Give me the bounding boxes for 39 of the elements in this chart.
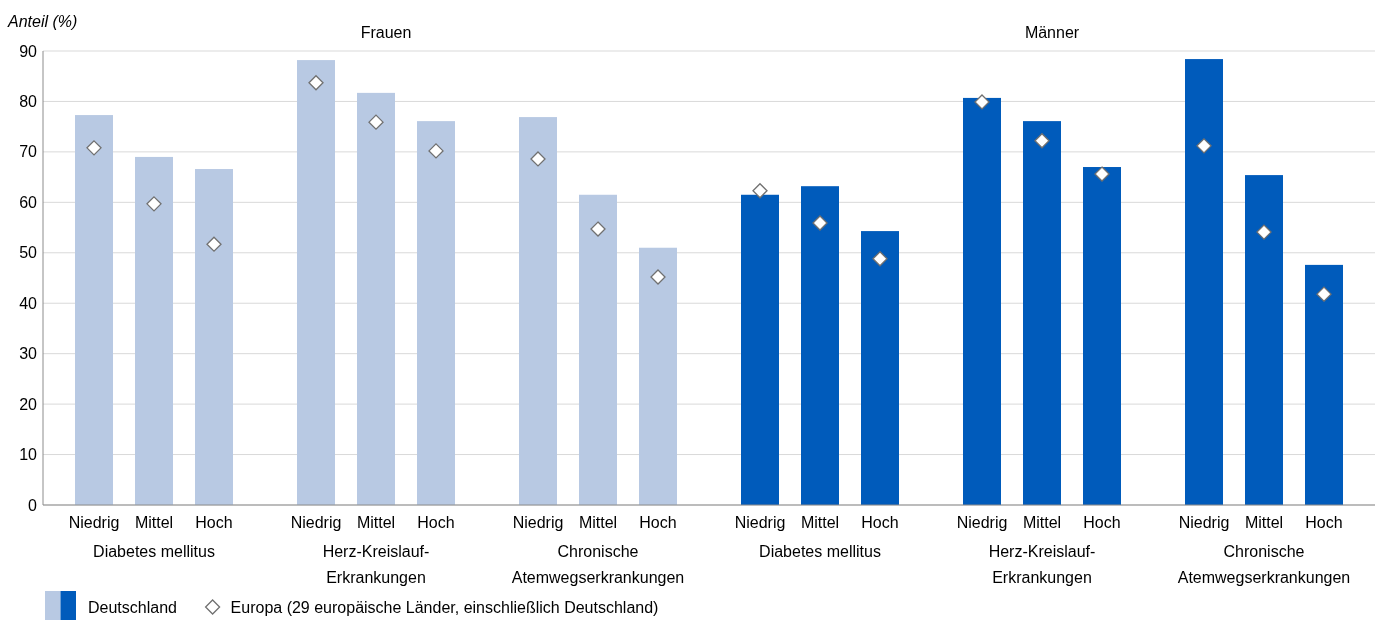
- y-tick-label: 70: [19, 143, 38, 161]
- x-tick-label: Hoch: [639, 514, 677, 531]
- x-tick-label: Hoch: [1305, 514, 1343, 531]
- y-axis-title: Anteil (%): [7, 13, 78, 30]
- y-tick-label: 0: [28, 496, 38, 514]
- x-tick-label: Mittel: [1244, 514, 1284, 531]
- y-tick-label: 80: [19, 93, 38, 111]
- y-tick-label: 60: [19, 193, 38, 211]
- x-tick-label: Hoch: [1083, 514, 1121, 531]
- text: Diabetes mellitus: [759, 543, 881, 560]
- legend-label: Europa (29 europäische Länder, einschließlich Deutschland): [230, 598, 659, 616]
- y-tick-label: 40: [19, 294, 38, 312]
- text: Chronische Atemwegserkrankungen: [1177, 543, 1351, 586]
- x-tick-label: Niedrig: [1178, 514, 1230, 531]
- x-tick-label: Mittel: [578, 514, 618, 531]
- x-tick-label: Mittel: [800, 514, 840, 531]
- x-tick-label: Niedrig: [68, 514, 120, 531]
- x-tick-label: Hoch: [195, 514, 233, 531]
- x-tick-label: Niedrig: [290, 514, 342, 531]
- x-tick-label: Mittel: [356, 514, 396, 531]
- y-tick-label: 20: [19, 395, 38, 413]
- legend-label: Deutschland: [88, 598, 177, 616]
- x-tick-label: Hoch: [417, 514, 455, 531]
- text: Herz-Kreislauf-Erkrankungen: [322, 543, 430, 586]
- y-tick-label: 90: [19, 42, 38, 60]
- x-tick-label: Niedrig: [734, 514, 786, 531]
- y-tick-label: 30: [19, 345, 38, 363]
- x-tick-label: Mittel: [134, 514, 174, 531]
- chart-title: Männer: [1024, 24, 1080, 41]
- x-tick-label: Hoch: [861, 514, 899, 531]
- x-tick-label: Niedrig: [956, 514, 1008, 531]
- chart-title: Frauen: [360, 24, 412, 41]
- y-tick-label: 10: [19, 446, 38, 464]
- text: Herz-Kreislauf-Erkrankungen: [988, 543, 1096, 586]
- x-tick-label: Mittel: [1022, 514, 1062, 531]
- text: Chronische Atemwegserkrankungen: [511, 543, 685, 586]
- text: Diabetes mellitus: [93, 543, 215, 560]
- y-tick-label: 50: [19, 244, 38, 262]
- x-tick-label: Niedrig: [512, 514, 564, 531]
